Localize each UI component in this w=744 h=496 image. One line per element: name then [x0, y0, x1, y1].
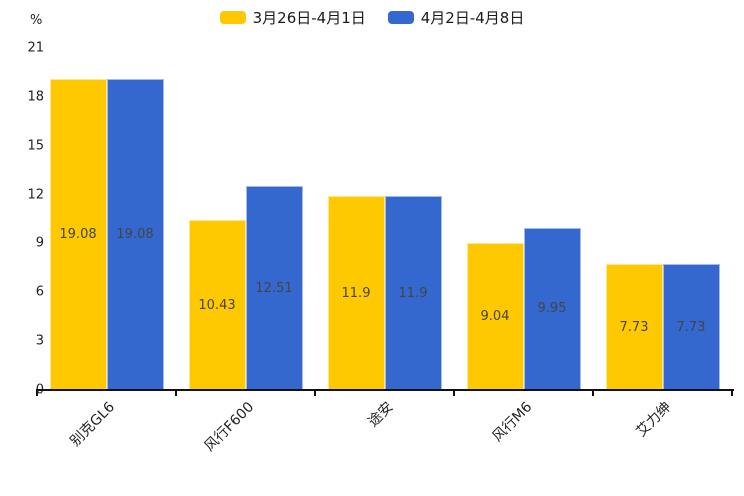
y-tick-label: 6 [35, 284, 44, 300]
x-axis-label: 艾力绅 [632, 399, 674, 441]
bar-value-label: 19.08 [116, 227, 154, 243]
x-axis-line [36, 389, 734, 391]
x-axis-tick [36, 389, 38, 396]
bar-value-label: 7.73 [619, 319, 649, 335]
bar-value-label: 11.9 [398, 285, 428, 301]
y-tick-label: 15 [27, 138, 44, 154]
legend-swatch-icon [219, 11, 246, 24]
bar-value-label: 7.73 [676, 319, 706, 335]
legend-item: 3月26日-4月1日 [219, 7, 366, 28]
y-tick-label: 18 [27, 89, 44, 105]
y-tick-label: 21 [27, 40, 44, 56]
bar-value-label: 10.43 [198, 297, 236, 313]
legend-label: 4月2日-4月8日 [420, 9, 525, 27]
y-tick-label: 3 [35, 333, 44, 349]
x-axis-tick [175, 389, 177, 396]
bar-series1-别克GL6: 19.08 [49, 79, 107, 390]
x-axis-label: 别克GL6 [67, 399, 118, 450]
x-axis-tick [592, 389, 594, 396]
y-tick-label: 12 [27, 187, 44, 203]
bar-value-label: 9.04 [480, 308, 510, 324]
bar-value-label: 11.9 [341, 285, 371, 301]
x-axis-label: 风行F600 [201, 399, 257, 455]
x-axis-label: 途安 [364, 399, 396, 431]
bar-series2-艾力绅: 7.73 [662, 264, 720, 390]
bar-series1-风行M6: 9.04 [466, 242, 524, 390]
bar-value-label: 19.08 [59, 227, 97, 243]
legend-swatch-icon [387, 11, 414, 24]
legend: 3月26日-4月1日 4月2日-4月8日 [0, 7, 744, 28]
bar-series2-别克GL6: 19.08 [106, 79, 164, 390]
bar-series2-风行M6: 9.95 [523, 227, 581, 390]
bar-series1-风行F600: 10.43 [188, 220, 246, 390]
bar-series2-途安: 11.9 [384, 196, 442, 390]
y-tick-label: 9 [35, 235, 44, 251]
x-axis-tick [314, 389, 316, 396]
bar-value-label: 9.95 [537, 301, 567, 317]
x-axis-tick [731, 389, 733, 396]
legend-item: 4月2日-4月8日 [387, 7, 525, 28]
bar-series1-艾力绅: 7.73 [605, 264, 663, 390]
x-axis-tick [453, 389, 455, 396]
legend-label: 3月26日-4月1日 [252, 9, 366, 27]
bar-value-label: 12.51 [255, 280, 293, 296]
bar-series2-风行F600: 12.51 [245, 186, 303, 390]
bar-series1-途安: 11.9 [327, 196, 385, 390]
x-axis-label: 风行M6 [488, 399, 535, 446]
y-axis-unit-label: % [30, 13, 43, 28]
